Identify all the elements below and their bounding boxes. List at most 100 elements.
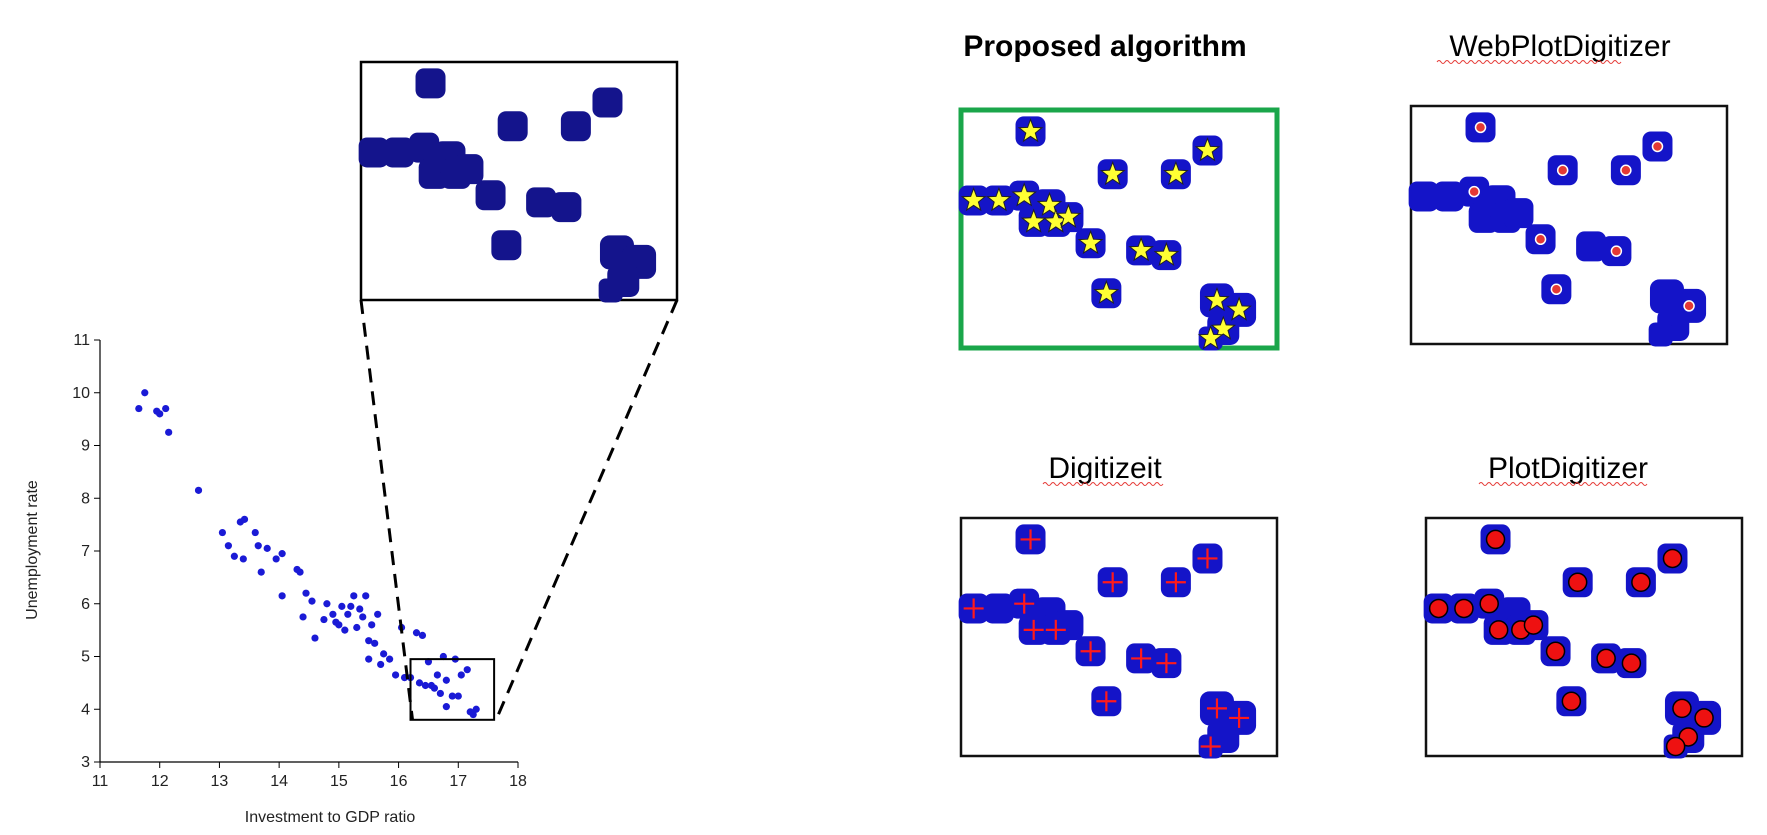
scatter-point [320, 615, 328, 624]
scatter-point [377, 660, 385, 669]
zoomed-point [409, 132, 440, 163]
cross-marker [1200, 736, 1221, 757]
circle-marker [1672, 698, 1692, 719]
zoomed-point [526, 187, 557, 218]
scatter-point [341, 626, 349, 634]
y-tick-label: 8 [81, 490, 90, 507]
spellcheck-underline [1042, 482, 1164, 486]
circle-marker [1479, 593, 1499, 614]
scatter-point [338, 602, 346, 610]
x-tick-label: 11 [92, 773, 109, 790]
zoomed-point [383, 137, 414, 168]
scatter-point [353, 623, 361, 632]
scatter-points [135, 389, 480, 719]
scatter-point [359, 613, 367, 621]
dot-marker [1610, 245, 1623, 257]
star-marker [1194, 137, 1221, 162]
dot-marker [1550, 283, 1563, 296]
cross-marker [1165, 572, 1186, 593]
circle-marker [1621, 653, 1642, 673]
star-marker [1226, 296, 1252, 321]
zoomed-point [1433, 181, 1464, 212]
panel-proposed-algorithm: Proposed algorithm [958, 30, 1280, 351]
panel-plotdigitizer: PlotDigitizer [1423, 452, 1744, 759]
scatter-point [224, 542, 232, 550]
zoomed-point [551, 192, 582, 223]
scatter-point [430, 684, 438, 692]
x-tick-label: 14 [270, 773, 288, 790]
scatter-point [463, 666, 471, 674]
panel-webplotdigitizer: WebPlotDigitizer [1408, 30, 1729, 347]
circle-marker [1694, 708, 1714, 728]
y-tick-label: 9 [81, 438, 90, 455]
scatter-point [472, 705, 480, 713]
circle-marker [1596, 648, 1616, 669]
circle-marker [1561, 691, 1582, 712]
scatter-point [263, 544, 271, 552]
scatter-point [365, 637, 373, 645]
scatter-point [251, 528, 259, 537]
scatter-point [368, 621, 376, 629]
scatter-point [421, 681, 430, 690]
zoomed-point [453, 154, 484, 185]
cross-markers [963, 529, 1250, 757]
scatter-point [156, 410, 164, 418]
scatter-point [457, 671, 465, 679]
scatter-point [347, 602, 355, 610]
star-marker [1093, 279, 1120, 305]
y-tick-label: 7 [81, 543, 90, 560]
scatter-point [278, 550, 286, 558]
dot-marker [1556, 164, 1569, 177]
cross-marker [1229, 707, 1250, 728]
scatter-point [418, 631, 427, 640]
zoomed-point [358, 137, 389, 168]
zoomed-point [598, 278, 623, 303]
dot-marker [1683, 300, 1695, 312]
scatter-point [135, 404, 143, 413]
star-marker [1204, 286, 1230, 312]
cross-marker [1020, 529, 1041, 550]
star-marker [1128, 236, 1154, 262]
spellcheck-underline [1478, 482, 1648, 486]
scatter-point [374, 610, 382, 618]
zoomed-point [1576, 231, 1607, 262]
x-tick-label: 16 [390, 773, 408, 790]
cross-marker [1197, 548, 1218, 569]
scatter-point [254, 542, 262, 550]
panel-title-proposed: Proposed algorithm [963, 30, 1246, 63]
x-tick-label: 15 [330, 773, 348, 790]
panel-title-webplotdigitizer: WebPlotDigitizer [1449, 30, 1670, 63]
scatter-point [442, 676, 450, 684]
cross-marker [1080, 641, 1101, 662]
star-marker [1036, 191, 1063, 217]
y-axis-title: Unemployment rate [24, 480, 41, 620]
cross-marker [1014, 593, 1035, 614]
scatter-point [323, 600, 331, 608]
scatter-point [240, 515, 249, 523]
cross-marker [963, 598, 984, 619]
scatter-point [299, 613, 307, 621]
scatter-point [296, 568, 304, 576]
scatter-point [194, 486, 203, 494]
scatter-point [371, 639, 379, 647]
scatter-point [165, 428, 173, 436]
scatter-point [141, 389, 149, 397]
zoomed-point [497, 111, 528, 142]
y-tick-label: 5 [81, 649, 90, 666]
zoomed-point [1648, 322, 1673, 347]
star-marker [986, 186, 1012, 212]
scatter-point [162, 404, 170, 413]
star-marker [1077, 229, 1104, 255]
circle-marker [1567, 572, 1588, 593]
dot-markers [1468, 121, 1695, 312]
scatter-point [308, 597, 316, 605]
star-marker [1153, 241, 1180, 267]
panel-title-plotdigitizer: PlotDigitizer [1488, 452, 1648, 485]
zoom-connector-left [359, 299, 415, 720]
circle-markers [1428, 529, 1714, 757]
scatter-point [329, 610, 337, 618]
zoom-connector-right [494, 299, 679, 721]
cross-marker [1096, 691, 1117, 712]
circle-marker [1488, 620, 1509, 640]
